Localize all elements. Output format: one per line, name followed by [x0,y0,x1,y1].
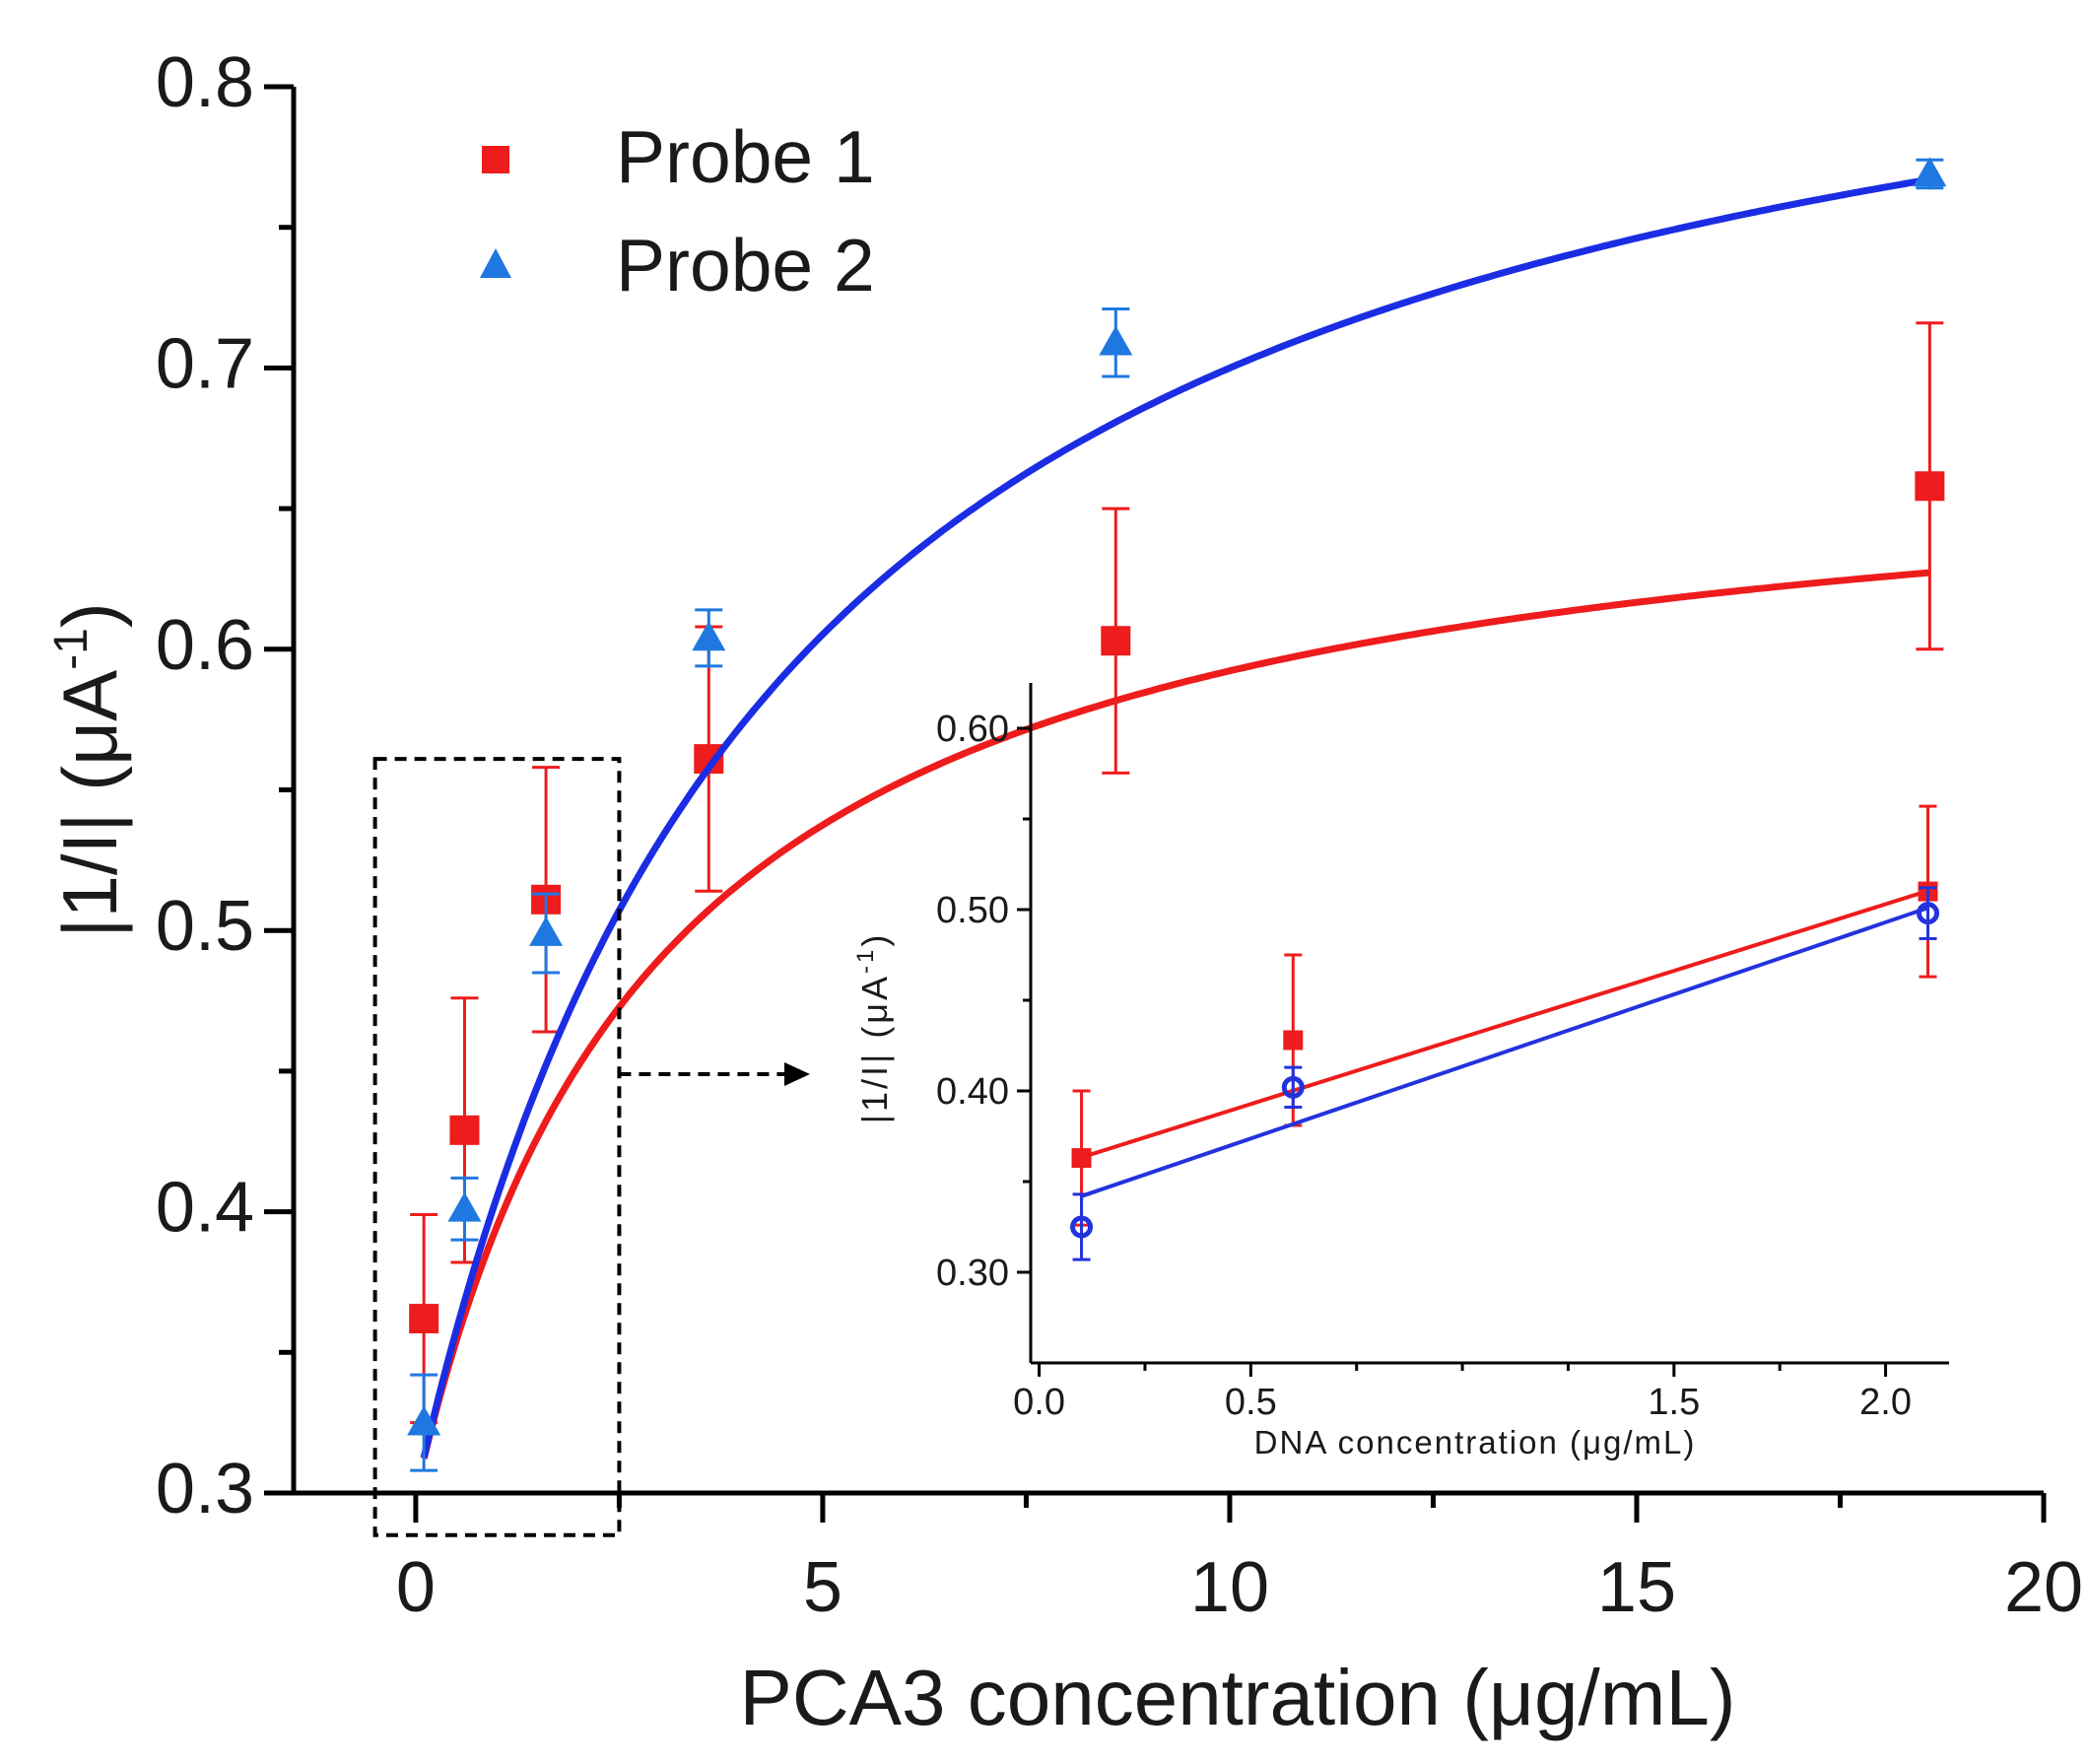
inset-data-point [1283,1030,1304,1051]
data-point [1913,157,1947,187]
legend-label-probe-1: Probe 1 [616,115,875,198]
inset-y-tick-label: 0.60 [936,709,1009,750]
x-tick-label: 15 [1597,1548,1676,1627]
inset-x-tick-label: 1.5 [1648,1382,1700,1423]
inset-x-axis-title: DNA concentration (μg/mL) [1254,1424,1697,1460]
x-tick-label: 5 [803,1548,842,1627]
data-point [1915,471,1945,502]
inset-y-tick-label: 0.30 [936,1253,1009,1294]
inset-fit-line [1080,889,1929,1160]
inset-chart: 0.30 0.40 0.50 0.60 0.0 0.5 1.5 2.0 DNA concentr… [852,683,1949,1460]
inset-fit-line [1080,906,1929,1198]
series-1 [409,321,1945,1459]
legend-marker-probe-2 [480,248,511,278]
x-axis-title: PCA3 concentration (μg/mL) [740,1654,1736,1741]
fit-curve [420,569,1930,1459]
x-tick-label: 10 [1190,1548,1269,1627]
inset-x-tick-label: 0.5 [1225,1382,1277,1423]
y-tick-label: 0.6 [156,606,254,685]
inset-y-axis-title: |1/I| (μA-1) [852,932,895,1124]
zoom-box [372,757,622,1537]
data-point [529,916,564,946]
inset-y-tick-label: 0.40 [936,1071,1009,1113]
inset-data-point [1917,902,1940,925]
main-axes: 0.3 0.4 0.5 0.6 0.7 0.8 0 5 10 15 20 PCA3 concentra… [45,43,2083,1741]
y-axis-title: |1/I| (μA-1) [45,602,133,938]
x-tick-label: 20 [2004,1548,2083,1627]
data-point [692,621,726,651]
inset-x-tick-label: 0.0 [1013,1382,1065,1423]
inset-series-2 [1070,886,1940,1261]
inset-series-1 [1071,804,1938,1227]
inset-data-point [1281,1075,1305,1099]
legend: Probe 1 Probe 2 [480,115,875,306]
legend-marker-probe-1 [482,146,509,173]
main-plot-area [407,157,1947,1472]
data-point [1101,626,1131,656]
y-tick-label: 0.4 [156,1169,254,1248]
y-tick-label: 0.3 [156,1450,254,1528]
data-point [449,1115,480,1145]
inset-data-point [1070,1215,1094,1239]
y-tick-label: 0.7 [156,324,254,403]
data-point [409,1304,439,1334]
inset-data-point [1071,1148,1092,1169]
data-point [1099,325,1133,356]
data-point [407,1405,441,1436]
fit-curve [420,175,1931,1459]
legend-label-probe-2: Probe 2 [616,224,875,306]
y-tick-label: 0.5 [156,887,254,966]
y-tick-label: 0.8 [156,43,254,122]
series-2 [407,157,1947,1472]
inset-y-tick-label: 0.50 [936,890,1009,931]
data-point [447,1191,482,1222]
zoom-annotation [372,757,810,1537]
inset-x-tick-label: 2.0 [1859,1382,1912,1423]
zoom-arrow-head [784,1062,810,1086]
x-tick-label: 0 [396,1548,436,1627]
